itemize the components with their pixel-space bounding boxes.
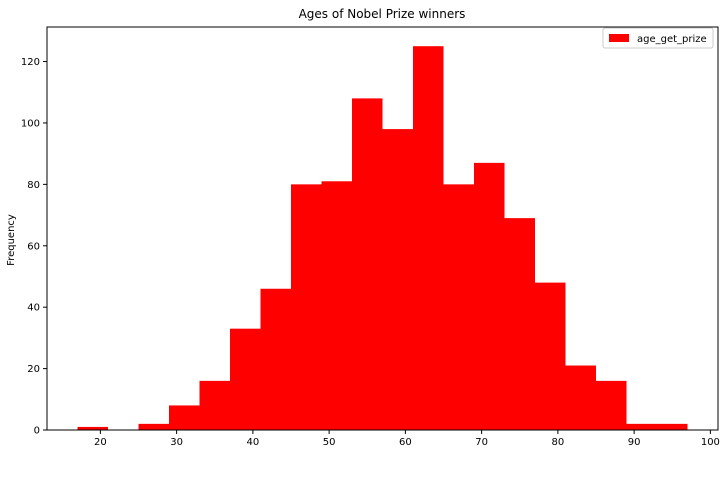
histogram-bar	[443, 184, 474, 430]
histogram-bar	[169, 405, 200, 430]
y-tick-label: 120	[21, 57, 40, 68]
histogram-bar	[382, 129, 413, 431]
histogram-bar	[291, 184, 322, 430]
histogram-bar	[413, 46, 444, 430]
histogram-bar	[230, 328, 261, 430]
chart-title: Ages of Nobel Prize winners	[299, 7, 466, 21]
histogram-bar	[626, 423, 657, 430]
x-tick-label: 70	[475, 437, 488, 448]
y-tick-label: 40	[27, 303, 40, 314]
histogram-bar	[352, 98, 383, 430]
bars-layer	[77, 46, 688, 431]
x-tick-label: 20	[94, 437, 107, 448]
x-tick-label: 40	[247, 437, 260, 448]
y-axis: 0 20 40 60 80 100 120	[21, 57, 47, 437]
legend: age_get_prize	[602, 27, 714, 49]
x-tick-label: 100	[701, 437, 720, 448]
x-tick-label: 80	[552, 437, 565, 448]
histogram-bar	[199, 380, 230, 430]
histogram-bar	[321, 181, 352, 430]
histogram-bar	[77, 426, 108, 430]
legend-label: age_get_prize	[637, 34, 707, 45]
y-tick-label: 0	[34, 426, 40, 437]
x-axis: 20 30 40 50 60 70 80 90 100	[94, 430, 720, 448]
histogram-bar	[504, 218, 535, 430]
histogram-bar	[138, 423, 169, 430]
plot-frame	[46, 26, 719, 431]
x-tick-label: 30	[170, 437, 183, 448]
y-tick-label: 20	[27, 364, 40, 375]
x-tick-label: 50	[323, 437, 336, 448]
histogram-bar	[260, 288, 291, 430]
y-tick-label: 100	[21, 118, 40, 129]
y-tick-label: 80	[27, 180, 40, 191]
histogram-bar	[657, 423, 688, 430]
histogram-bar	[535, 282, 566, 430]
y-tick-label: 60	[27, 241, 40, 252]
histogram-bar	[474, 162, 505, 430]
histogram-bar	[565, 365, 596, 430]
histogram-bar	[596, 380, 627, 430]
x-tick-label: 90	[628, 437, 641, 448]
legend-frame	[602, 27, 714, 49]
x-tick-label: 60	[399, 437, 412, 448]
y-axis-title: Frequency	[6, 214, 17, 266]
legend-swatch	[609, 34, 629, 42]
